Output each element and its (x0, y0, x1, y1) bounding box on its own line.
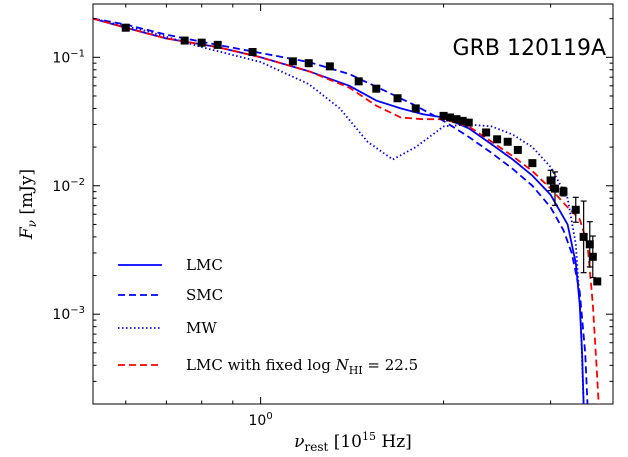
data-point (288, 57, 297, 66)
data-point (304, 59, 313, 68)
data-point (528, 159, 537, 168)
data-point (513, 145, 522, 154)
legend-label-1: SMC (186, 286, 223, 304)
chart-annotation: GRB 120119A (453, 36, 606, 61)
data-point (121, 23, 130, 32)
data-point (325, 62, 334, 71)
data-point (197, 38, 206, 47)
data-point (248, 47, 257, 56)
plot-area (92, 3, 614, 405)
y-tick-label: 10−2 (52, 177, 85, 195)
data-point (588, 252, 597, 261)
data-point (579, 232, 588, 241)
data-point (180, 36, 189, 45)
data-point (546, 176, 555, 185)
data-point (213, 40, 222, 49)
data-point (452, 115, 461, 124)
data-point (482, 128, 491, 137)
series-line-2 (93, 17, 585, 404)
data-point (354, 77, 363, 86)
data-point (446, 113, 455, 122)
series-line-1 (93, 17, 589, 404)
data-point (493, 135, 502, 144)
y-tick-label: 10−1 (52, 48, 85, 66)
legend-label-0: LMC (186, 256, 223, 274)
data-point (372, 84, 381, 93)
data-point (550, 184, 559, 193)
data-point (503, 137, 512, 146)
data-point (464, 118, 473, 127)
x-axis-label: νrest [1015 Hz] (294, 430, 412, 454)
data-point (585, 240, 594, 249)
data-point (559, 187, 568, 196)
data-point (593, 277, 602, 286)
y-axis-label: Fν [mJy] (17, 169, 39, 240)
data-point (411, 104, 420, 113)
data-point (571, 205, 580, 214)
data-point (439, 111, 448, 120)
data-point (393, 94, 402, 103)
legend-label-3: LMC with fixed log NHI = 22.5 (186, 356, 418, 377)
x-tick-label: 100 (248, 411, 272, 429)
data-point (458, 116, 467, 125)
legend-label-2: MW (186, 319, 217, 337)
y-tick-label: 10−3 (52, 305, 85, 323)
